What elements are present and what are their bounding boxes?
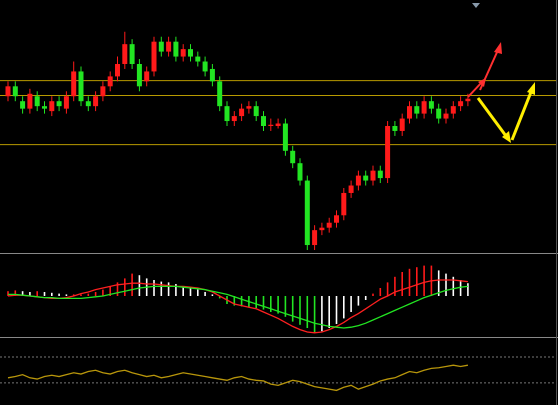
candle-body xyxy=(414,106,420,114)
candle-body xyxy=(239,108,245,117)
candle-body xyxy=(42,106,47,109)
candle-body xyxy=(421,101,427,114)
arrow-head xyxy=(494,42,502,54)
candle-body xyxy=(63,96,69,109)
arrow-head xyxy=(502,131,511,143)
candle-body xyxy=(443,113,449,119)
candle-body xyxy=(290,150,296,164)
candle-body xyxy=(144,71,150,82)
candle-body xyxy=(436,108,442,119)
candle-body xyxy=(5,86,11,97)
candle-body xyxy=(166,41,172,52)
arrow xyxy=(510,91,533,141)
candle-body xyxy=(107,76,113,87)
forecast-arrows xyxy=(467,42,535,143)
candle-body xyxy=(93,96,99,107)
candle-body xyxy=(158,41,164,52)
arrow-head xyxy=(527,82,535,95)
candle-body xyxy=(100,86,106,97)
marker-triangle xyxy=(472,3,480,8)
candle-body xyxy=(319,227,325,231)
signal-line xyxy=(7,279,468,334)
candle-body xyxy=(122,44,128,64)
candle-body xyxy=(341,192,347,216)
candle-body xyxy=(56,101,62,107)
candle-body xyxy=(78,71,84,102)
candle-body xyxy=(253,106,259,117)
candle-body xyxy=(71,71,77,97)
candle-body xyxy=(49,101,55,112)
candle-body xyxy=(12,86,18,97)
candle-body xyxy=(334,215,339,223)
candle-body xyxy=(129,44,135,64)
candle-body xyxy=(231,116,237,122)
candle-body xyxy=(246,106,252,109)
candle-body xyxy=(282,123,288,151)
candle-body xyxy=(136,64,142,87)
candle-body xyxy=(34,96,40,107)
candle-body xyxy=(326,222,332,228)
candle-body xyxy=(458,101,464,107)
candle-body xyxy=(312,230,318,246)
candle-body xyxy=(363,175,369,181)
candle-body xyxy=(115,64,120,77)
arrow xyxy=(467,81,483,98)
signal-line xyxy=(8,285,468,329)
candle-body xyxy=(209,68,215,82)
arrow xyxy=(476,97,508,137)
candle-body xyxy=(399,118,405,131)
candle-body xyxy=(304,180,310,246)
candle-body xyxy=(268,124,274,126)
candle-body xyxy=(392,126,398,131)
candle-body xyxy=(202,61,208,72)
candle-body xyxy=(355,175,361,186)
candle-body xyxy=(195,56,201,62)
candle-body xyxy=(348,185,354,193)
candle-body xyxy=(173,41,179,57)
candle-body xyxy=(27,93,33,109)
candle-body xyxy=(151,41,157,72)
candle-body xyxy=(377,170,383,179)
candle-body xyxy=(217,81,223,107)
candle-body xyxy=(407,106,412,119)
candle-body xyxy=(20,101,26,109)
candle-body xyxy=(370,170,376,181)
candle-body xyxy=(465,98,471,102)
arrow xyxy=(479,49,499,91)
candle-body xyxy=(428,101,434,109)
candle-body xyxy=(188,49,193,57)
candle-body xyxy=(297,163,303,181)
candle-body xyxy=(275,123,281,126)
candle-body xyxy=(385,126,391,179)
candle-body xyxy=(180,49,186,57)
oscillator-line xyxy=(7,364,469,392)
candle-body xyxy=(261,116,266,126)
candle-body xyxy=(450,106,456,114)
candle-body xyxy=(224,106,230,122)
candle-body xyxy=(85,101,91,107)
